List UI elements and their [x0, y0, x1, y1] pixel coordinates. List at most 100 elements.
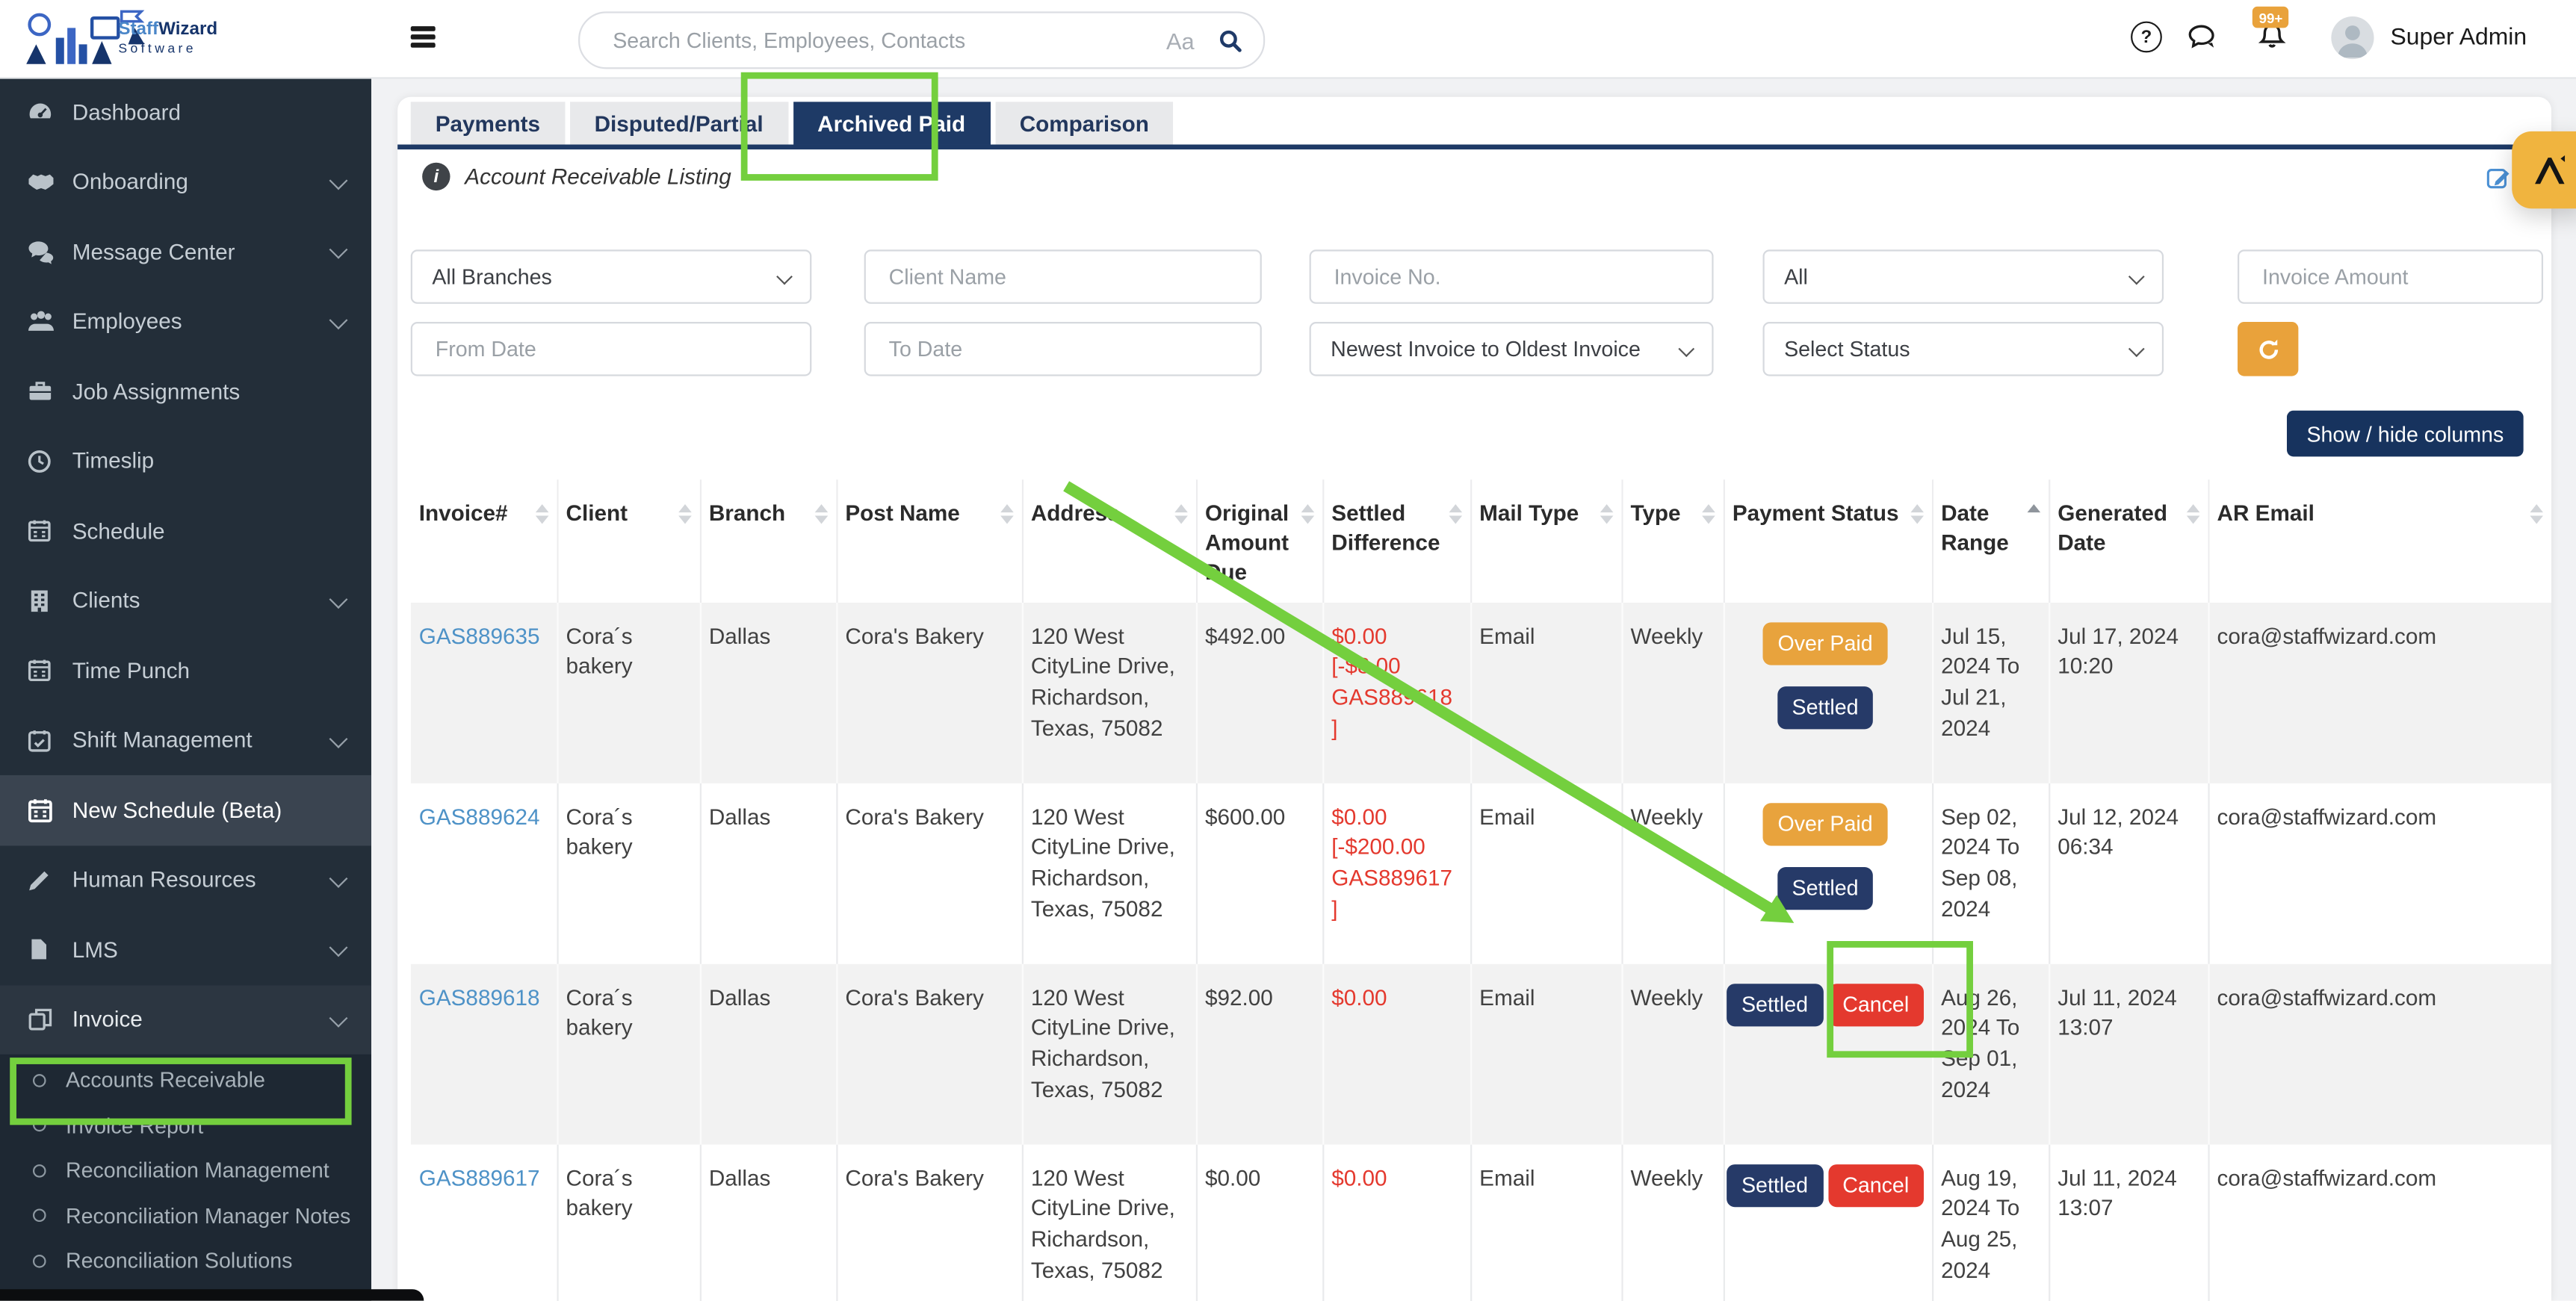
sidebar-item-employees[interactable]: Employees — [0, 287, 371, 356]
settled-difference-cell: $0.00 — [1322, 1143, 1472, 1301]
refresh-button[interactable] — [2238, 322, 2299, 376]
col-header-post-name[interactable]: Post Name — [836, 479, 1023, 603]
sidebar-item-reconciliation-management[interactable]: Reconciliation Management — [0, 1148, 371, 1193]
status-badge-settled[interactable]: Settled — [1777, 866, 1874, 910]
col-header-settled-difference[interactable]: Settled Difference — [1322, 479, 1472, 603]
page-title: Account Receivable Listing — [465, 164, 731, 189]
tab-payments[interactable]: Payments — [410, 102, 566, 145]
tab-archived-paid[interactable]: Archived Paid — [793, 102, 991, 145]
branch-select[interactable]: All Branches — [410, 249, 812, 304]
avatar[interactable] — [2331, 16, 2374, 60]
to-date-input[interactable] — [885, 335, 1241, 363]
tab-comparison[interactable]: Comparison — [994, 102, 1174, 145]
users-icon — [26, 308, 58, 335]
feedback-widget-button[interactable] — [2512, 131, 2576, 209]
logo-illustration-icon — [26, 9, 145, 63]
ar-email-cell: cora@staffwizard.com — [2208, 783, 2552, 964]
col-header-date-range[interactable]: Date Range — [1932, 479, 2050, 603]
bullet-icon — [32, 1254, 46, 1268]
sidebar-item-message-center[interactable]: Message Center — [0, 217, 371, 286]
col-header-invoice[interactable]: Invoice# — [410, 479, 558, 603]
sidebar-item-shift-management[interactable]: Shift Management — [0, 705, 371, 774]
sidebar-item-dashboard[interactable]: Dashboard — [0, 77, 371, 146]
status-badge-over-paid[interactable]: Over Paid — [1762, 802, 1888, 845]
invoice-link[interactable]: GAS889624 — [418, 804, 540, 829]
invoice-link[interactable]: GAS889618 — [418, 984, 540, 1010]
status-badge-settled[interactable]: Settled — [1777, 686, 1874, 729]
sidebar-nav: Dashboard Onboarding Message Center Empl… — [0, 77, 371, 1301]
status-select[interactable]: Select Status — [1762, 322, 2164, 376]
sidebar-item-invoice[interactable]: Invoice — [0, 984, 371, 1055]
col-header-client[interactable]: Client — [557, 479, 701, 603]
mail-type-select[interactable]: All — [1762, 249, 2164, 304]
sidebar-item-time-punch[interactable]: Time Punch — [0, 636, 371, 705]
col-header-branch[interactable]: Branch — [699, 479, 837, 603]
tab-underline — [397, 144, 2552, 150]
search-input[interactable] — [609, 26, 1167, 55]
sort-order-select[interactable]: Newest Invoice to Oldest Invoice — [1309, 322, 1714, 376]
invoice-amount-input[interactable] — [2258, 262, 2522, 291]
invoice-amount-field — [2238, 249, 2544, 304]
sidebar-item-invoice-report[interactable]: Invoice Report — [0, 1103, 371, 1148]
mail-type-cell: Email — [1470, 1143, 1623, 1301]
invoices-table: Invoice# Client Branch Post Name Address… — [410, 479, 2552, 1301]
col-header-address[interactable]: Address — [1021, 479, 1197, 603]
sidebar-item-reconciliation-solutions[interactable]: Reconciliation Solutions — [0, 1238, 371, 1283]
brand-software: Software — [118, 40, 196, 56]
sidebar-item-schedule[interactable]: Schedule — [0, 496, 371, 565]
chevron-down-icon — [2128, 268, 2145, 285]
col-header-original-amount-due[interactable]: Original Amount Due — [1195, 479, 1324, 603]
sidebar-item-onboarding[interactable]: Onboarding — [0, 147, 371, 217]
client-cell: Cora´s bakery — [557, 1143, 701, 1301]
app-logo[interactable]: StaffWizard Software — [19, 3, 217, 74]
payment-status-cell: Settled Cancel — [1727, 983, 1924, 1026]
original-amount-cell: $600.00 — [1195, 783, 1324, 964]
sidebar-item-human-resources[interactable]: Human Resources — [0, 845, 371, 914]
help-icon[interactable]: ? — [2131, 21, 2162, 53]
status-badge-cancel[interactable]: Cancel — [1827, 1164, 1924, 1207]
col-header-generated-date[interactable]: Generated Date — [2049, 479, 2209, 603]
menu-toggle-icon[interactable] — [410, 26, 436, 48]
pencil-icon — [26, 866, 58, 893]
status-badge-settled[interactable]: Settled — [1727, 983, 1823, 1026]
sidebar-item-job-assignments[interactable]: Job Assignments — [0, 356, 371, 426]
from-date-input[interactable] — [432, 335, 790, 363]
invoice-no-input[interactable] — [1331, 262, 1692, 291]
sidebar-item-new-schedule-beta[interactable]: New Schedule (Beta) — [0, 774, 371, 845]
chat-icon[interactable] — [2187, 23, 2218, 53]
notification-count-badge[interactable]: 99+ — [2252, 6, 2290, 28]
sidebar-item-accounts-receivable[interactable]: Accounts Receivable — [0, 1058, 371, 1102]
invoice-link[interactable]: GAS889617 — [418, 1165, 540, 1190]
search-icon[interactable] — [1217, 27, 1243, 53]
edit-pencil-icon[interactable] — [2486, 166, 2512, 190]
col-header-mail-type[interactable]: Mail Type — [1470, 479, 1623, 603]
client-cell: Cora´s bakery — [557, 963, 701, 1144]
col-header-ar-email[interactable]: AR Email — [2208, 479, 2552, 603]
briefcase-icon — [26, 377, 58, 405]
chevron-down-icon — [329, 729, 348, 748]
client-name-input[interactable] — [885, 262, 1241, 291]
show-hide-columns-button[interactable]: Show / hide columns — [2287, 410, 2524, 457]
sidebar-item-timeslip[interactable]: Timeslip — [0, 426, 371, 496]
invoice-link[interactable]: GAS889635 — [418, 623, 540, 648]
type-cell: Weekly — [1621, 602, 1724, 783]
table-row: GAS889618 Cora´s bakery Dallas Cora's Ba… — [410, 963, 2552, 1144]
sidebar-item-lms[interactable]: LMS — [0, 915, 371, 984]
settled-difference-cell: $0.00 — [1322, 963, 1472, 1144]
tab-disputed-partial[interactable]: Disputed/Partial — [569, 102, 788, 145]
address-cell: 120 West CityLine Drive, Richardson, Tex… — [1021, 1143, 1197, 1301]
col-header-type[interactable]: Type — [1621, 479, 1724, 603]
status-badge-settled[interactable]: Settled — [1727, 1164, 1823, 1207]
chevron-down-icon — [1678, 341, 1695, 358]
sort-icons — [1701, 504, 1715, 524]
sort-icons — [1448, 504, 1461, 524]
sidebar-item-clients[interactable]: Clients — [0, 566, 371, 636]
status-badge-cancel[interactable]: Cancel — [1827, 983, 1924, 1026]
case-toggle[interactable]: Aa — [1166, 27, 1195, 54]
bullet-icon — [32, 1208, 46, 1223]
status-badge-over-paid[interactable]: Over Paid — [1762, 621, 1888, 665]
current-user-name[interactable]: Super Admin — [2390, 24, 2527, 52]
col-header-payment-status[interactable]: Payment Status — [1723, 479, 1933, 603]
sidebar-item-reconciliation-manager-notes[interactable]: Reconciliation Manager Notes — [0, 1193, 371, 1238]
